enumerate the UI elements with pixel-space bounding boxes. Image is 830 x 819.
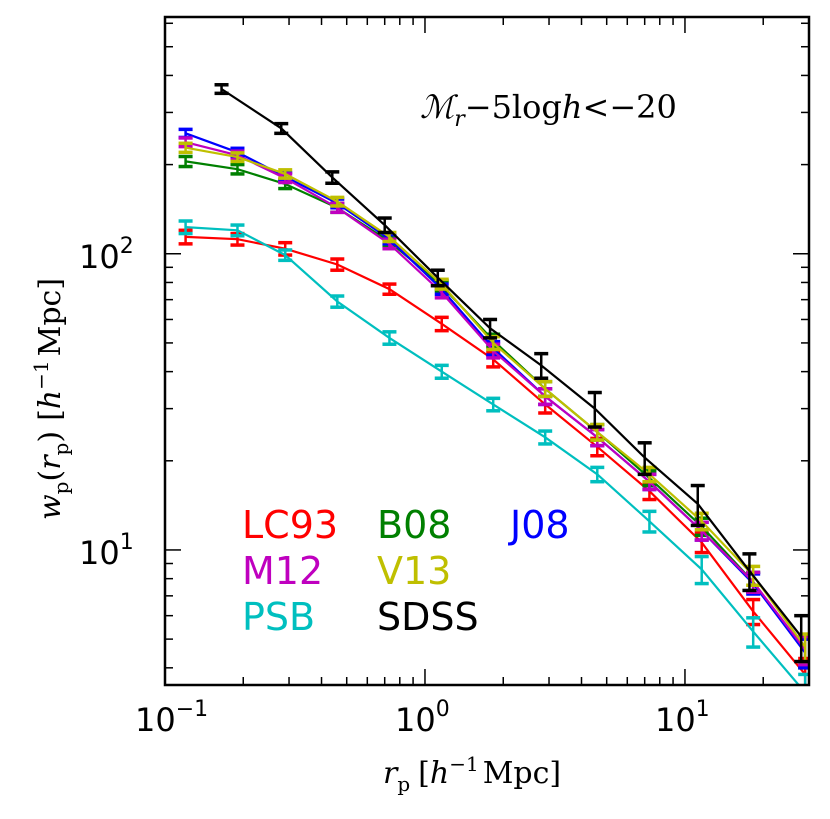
- annotation-tail: <−20: [583, 88, 677, 126]
- annotation-calligraphic: ℳ: [420, 88, 459, 126]
- ylabel-h: h: [33, 390, 68, 409]
- annotation: ℳr−5logh<−20: [420, 88, 677, 132]
- x-tick-base: 10: [655, 701, 696, 739]
- error-bar: [382, 330, 397, 346]
- error-bar: [377, 216, 392, 235]
- error-bar: [538, 429, 553, 446]
- ylabel-r-sub: p: [49, 443, 73, 456]
- error-bar: [278, 248, 293, 263]
- x-axis-label: rp [h−1 Mpc]: [383, 752, 561, 796]
- error-bar: [325, 170, 340, 186]
- axis-ticks: [164, 17, 810, 685]
- error-bar: [178, 141, 193, 155]
- legend-item-psb: PSB: [242, 595, 315, 639]
- error-bar: [430, 268, 445, 288]
- ylabel-bracket-open: [: [33, 409, 68, 421]
- y-tick-exp: 2: [120, 234, 134, 259]
- annotation-sub: r: [454, 107, 466, 132]
- y-tick-base: 10: [79, 534, 120, 572]
- ylabel-main: w: [33, 494, 68, 520]
- ylabel-sup: −1: [29, 360, 53, 389]
- x-tick-exp: 1: [696, 697, 710, 722]
- legend-item-lc93: LC93: [242, 503, 338, 547]
- error-bar: [637, 441, 652, 477]
- error-bar: [382, 282, 397, 296]
- x-tick-base: 10: [395, 701, 436, 739]
- error-bar: [483, 317, 498, 340]
- xlabel-bracket-open: [: [418, 756, 430, 791]
- error-bar: [434, 363, 449, 380]
- legend-item-sdss: SDSS: [377, 595, 479, 639]
- xlabel-unit: Mpc: [483, 756, 550, 791]
- error-bar: [178, 154, 193, 169]
- series-psb: [178, 219, 809, 685]
- series-v13: [178, 141, 809, 664]
- series-layer: [178, 83, 809, 685]
- xlabel-sup: −1: [449, 752, 478, 776]
- xlabel-sub: p: [397, 772, 410, 796]
- y-tick-label: 101: [79, 530, 134, 572]
- error-bar: [330, 294, 345, 309]
- legend-item-v13: V13: [377, 549, 451, 593]
- error-bar: [330, 195, 345, 208]
- legend: LC93 B08 J08 M12 V13 PSB SDSS: [242, 503, 570, 639]
- xlabel-h: h: [430, 756, 449, 791]
- ylabel-r: r: [33, 454, 68, 470]
- x-tick-label: 10−1: [135, 697, 208, 739]
- error-bar: [278, 168, 293, 180]
- x-tick-label: 100: [395, 697, 450, 739]
- series-line: [220, 88, 803, 638]
- ylabel-bracket-close: ]: [33, 278, 68, 290]
- ylabel-paren-close: ): [33, 431, 68, 443]
- error-bar: [538, 379, 553, 399]
- error-bar: [587, 390, 602, 429]
- error-bar: [230, 151, 245, 164]
- x-tick-exp: 0: [436, 697, 450, 722]
- error-bar: [274, 121, 289, 136]
- error-bar: [330, 257, 345, 272]
- error-bar: [230, 162, 245, 176]
- error-bar: [746, 616, 761, 649]
- x-tick-exp: −1: [176, 697, 208, 722]
- error-bar: [642, 509, 657, 534]
- error-bar: [534, 351, 549, 380]
- series-sdss: [214, 83, 809, 664]
- error-bar: [214, 83, 229, 96]
- x-tick-base: 10: [135, 701, 176, 739]
- xlabel-bracket-close: ]: [549, 756, 561, 791]
- error-bar: [798, 672, 809, 685]
- error-bar: [694, 554, 709, 586]
- y-axis-label: wp(rp)[h−1Mpc]: [29, 278, 73, 520]
- error-bar: [434, 315, 449, 333]
- error-bar: [178, 219, 193, 236]
- ylabel-paren-open: (: [33, 470, 68, 482]
- error-bar: [742, 552, 757, 593]
- y-tick-base: 10: [79, 238, 120, 276]
- xlabel-main: r: [383, 756, 399, 791]
- error-bar: [794, 613, 809, 664]
- x-tick-label: 101: [655, 697, 710, 739]
- annotation-middle: −5log: [465, 88, 562, 126]
- legend-item-b08: B08: [377, 503, 451, 547]
- annotation-h: h: [562, 88, 583, 126]
- y-tick-exp: 1: [120, 530, 134, 555]
- error-bar: [590, 465, 605, 484]
- plot-frame: [163, 15, 811, 687]
- error-bar: [690, 483, 705, 528]
- ylabel-sub: p: [49, 482, 73, 495]
- y-tick-label: 102: [79, 234, 134, 276]
- legend-item-j08: J08: [508, 503, 570, 547]
- legend-item-m12: M12: [242, 549, 323, 593]
- ylabel-unit: Mpc: [33, 290, 68, 357]
- error-bar: [486, 396, 501, 413]
- error-bar: [230, 223, 245, 238]
